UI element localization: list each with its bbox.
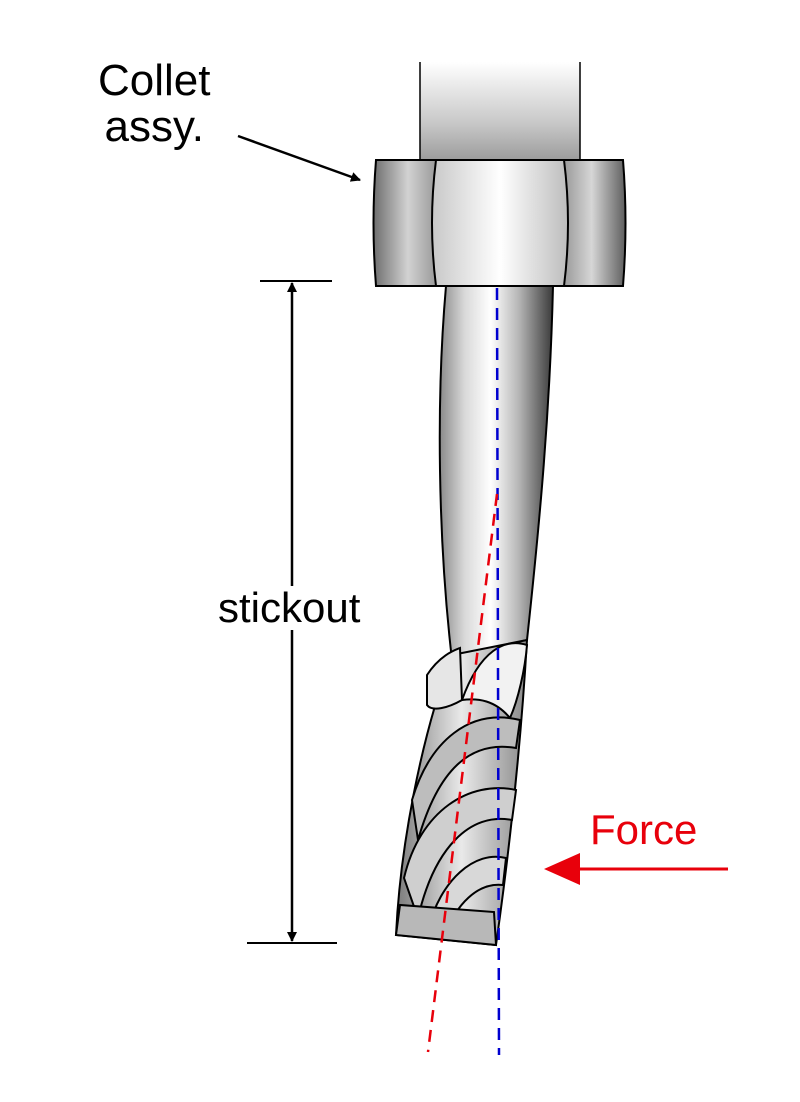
flute-helix-2 [402, 787, 518, 922]
flute-cap [426, 646, 464, 710]
deflected-axis-line [426, 493, 499, 1053]
flute-tip [394, 903, 498, 947]
collet-leader-arrow [237, 134, 361, 182]
collet-nut-right-face [563, 159, 627, 287]
collet-label-line1: Collet [98, 56, 211, 105]
force-arrow-head [544, 853, 580, 885]
stickout-label: stickout [214, 585, 365, 631]
collet-assy-label: Collet assy. [98, 56, 211, 152]
collet-label-line2: assy. [104, 102, 204, 152]
flute-lip-top [460, 642, 529, 720]
force-label: Force [590, 806, 698, 853]
tool-axis-line [495, 287, 501, 1056]
collet-nut-left-face [372, 159, 437, 287]
flute-helix-1 [410, 716, 522, 841]
spindle [420, 62, 580, 162]
collet-nut-center-face [431, 159, 569, 287]
